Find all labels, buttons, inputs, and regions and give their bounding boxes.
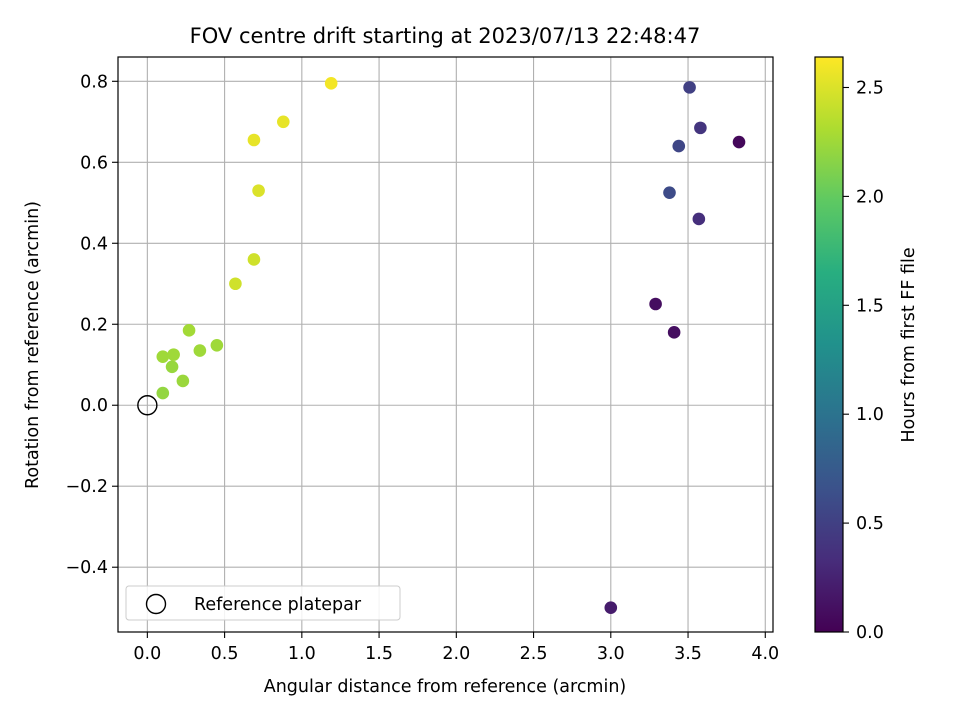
reference-point-marker bbox=[137, 395, 158, 416]
y-axis-ticks: −0.4 −0.2 0.0 0.2 0.4 0.6 0.8 bbox=[66, 72, 118, 578]
legend: Reference platepar bbox=[125, 585, 401, 621]
x-tick-label: 3.5 bbox=[674, 644, 702, 664]
legend-label: Reference platepar bbox=[194, 595, 362, 615]
scatter-point bbox=[604, 601, 618, 615]
reference-marker-layer bbox=[137, 395, 158, 416]
y-axis-label: Rotation from reference (arcmin) bbox=[23, 201, 43, 489]
colorbar: 0.0 0.5 1.0 1.5 2.0 2.5 Hours from first FF f… bbox=[814, 56, 919, 643]
scatter-point bbox=[210, 339, 224, 352]
scatter-point bbox=[156, 350, 170, 363]
colorbar-tick-label: 1.0 bbox=[856, 405, 884, 425]
scatter-point bbox=[324, 77, 338, 90]
scatter-point bbox=[182, 324, 196, 337]
x-tick-label: 4.0 bbox=[751, 644, 779, 664]
scatter-point bbox=[683, 81, 696, 94]
colorbar-tick-label: 1.5 bbox=[856, 296, 884, 316]
y-tick-label: 0.6 bbox=[80, 153, 108, 173]
scatter-point bbox=[694, 121, 707, 135]
y-tick-label: 0.8 bbox=[80, 72, 108, 92]
colorbar-label: Hours from first FF file bbox=[899, 247, 919, 442]
x-axis-ticks: 0.0 0.5 1.0 1.5 2.0 2.5 3.0 3.5 4.0 bbox=[133, 632, 779, 664]
x-tick-label: 1.5 bbox=[365, 644, 393, 664]
x-axis-label: Angular distance from reference (arcmin) bbox=[264, 677, 627, 697]
x-tick-label: 1.0 bbox=[288, 644, 316, 664]
colorbar-tick-label: 0.5 bbox=[856, 514, 884, 534]
x-tick-label: 0.5 bbox=[211, 644, 239, 664]
plot-frame bbox=[117, 56, 774, 633]
x-tick-label: 0.0 bbox=[133, 644, 161, 664]
scatter-point bbox=[663, 186, 676, 199]
colorbar-tick-label: 2.0 bbox=[856, 187, 884, 207]
colorbar-gradient bbox=[815, 57, 843, 632]
y-tick-label: 0.2 bbox=[80, 315, 108, 335]
scatter-point bbox=[167, 348, 180, 361]
scatter-point bbox=[692, 212, 706, 226]
scatter-point bbox=[165, 360, 179, 374]
legend-box bbox=[125, 585, 401, 621]
scatter-point bbox=[276, 115, 290, 129]
scatter-point bbox=[176, 374, 190, 388]
y-tick-label: −0.4 bbox=[66, 558, 109, 578]
colorbar-frame bbox=[814, 56, 844, 633]
legend-reference-marker bbox=[145, 593, 167, 615]
y-tick-label: −0.2 bbox=[66, 477, 109, 497]
y-tick-label: 0.0 bbox=[80, 396, 108, 416]
scatter-points bbox=[156, 77, 746, 615]
scatter-point bbox=[252, 184, 265, 197]
scatter-point bbox=[732, 135, 746, 149]
colorbar-ticks: 0.0 0.5 1.0 1.5 2.0 2.5 bbox=[843, 78, 884, 643]
colorbar-tick-label: 0.0 bbox=[856, 623, 884, 643]
grid-lines bbox=[118, 57, 773, 632]
scatter-point bbox=[193, 344, 207, 357]
y-tick-label: 0.4 bbox=[80, 234, 108, 254]
scatter-point bbox=[649, 297, 662, 311]
scatter-point bbox=[247, 133, 261, 147]
scatter-point bbox=[156, 386, 170, 400]
colorbar-tick-label: 2.5 bbox=[856, 78, 884, 98]
scatter-point bbox=[672, 139, 686, 153]
x-tick-label: 3.0 bbox=[597, 644, 625, 664]
scatter-point bbox=[247, 253, 261, 266]
scatter-point bbox=[667, 326, 681, 339]
chart-title: FOV centre drift starting at 2023/07/13 … bbox=[190, 24, 701, 48]
scatter-point bbox=[229, 277, 242, 291]
x-tick-label: 2.0 bbox=[442, 644, 470, 664]
x-tick-label: 2.5 bbox=[520, 644, 548, 664]
